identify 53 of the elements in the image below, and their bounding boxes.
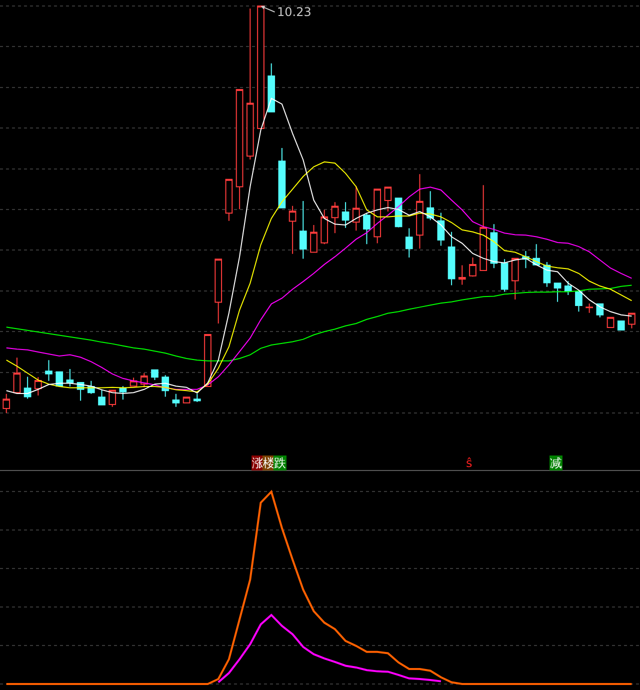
candlestick <box>236 88 244 210</box>
candlestick <box>108 390 116 408</box>
candlestick <box>437 212 445 246</box>
text: 跌 <box>274 456 286 470</box>
candlestick <box>119 386 127 400</box>
candlestick <box>2 393 10 414</box>
candlestick <box>331 202 339 234</box>
candlestick <box>13 357 21 394</box>
candlestick <box>384 186 392 212</box>
candlestick <box>299 200 307 260</box>
candlestick <box>490 224 498 269</box>
candlestick <box>172 393 180 408</box>
candlestick <box>268 62 276 112</box>
candlestick <box>352 185 360 232</box>
candlestick <box>617 320 625 330</box>
candlestick <box>34 376 42 396</box>
candlestick <box>204 334 212 388</box>
candlestick <box>575 291 582 312</box>
candlestick <box>564 280 572 296</box>
candlestick <box>416 174 424 250</box>
candlestick <box>214 258 222 324</box>
candlestick <box>606 316 614 328</box>
candlestick <box>374 188 382 244</box>
text: 涨 <box>252 456 264 470</box>
candlestick <box>480 184 488 272</box>
candlestick <box>405 228 413 258</box>
candlestick <box>500 258 508 292</box>
candlestick <box>448 231 456 286</box>
candlestick <box>193 393 201 403</box>
candlestick <box>246 8 254 160</box>
candlestick <box>66 368 74 388</box>
text: 楼 <box>263 456 275 470</box>
candlestick <box>278 148 286 208</box>
text: ŝ <box>466 456 472 470</box>
candlestick <box>310 224 318 253</box>
candlestick <box>225 178 233 222</box>
text: 减 <box>550 456 562 470</box>
candlestick <box>586 303 594 314</box>
candlestick <box>45 360 52 382</box>
candlestick <box>342 202 350 228</box>
candlestick <box>363 212 370 245</box>
candlestick <box>288 205 296 254</box>
candlestick <box>320 209 328 245</box>
candlestick <box>511 258 519 300</box>
candlestick <box>554 282 562 302</box>
candlestick <box>151 369 158 381</box>
annotation: 10.23 <box>277 5 312 19</box>
candlestick <box>98 388 106 406</box>
candlestick <box>469 257 476 278</box>
candlestick <box>458 264 466 286</box>
candlestick <box>628 312 636 329</box>
candlestick <box>182 396 190 404</box>
candlestick <box>24 376 32 400</box>
